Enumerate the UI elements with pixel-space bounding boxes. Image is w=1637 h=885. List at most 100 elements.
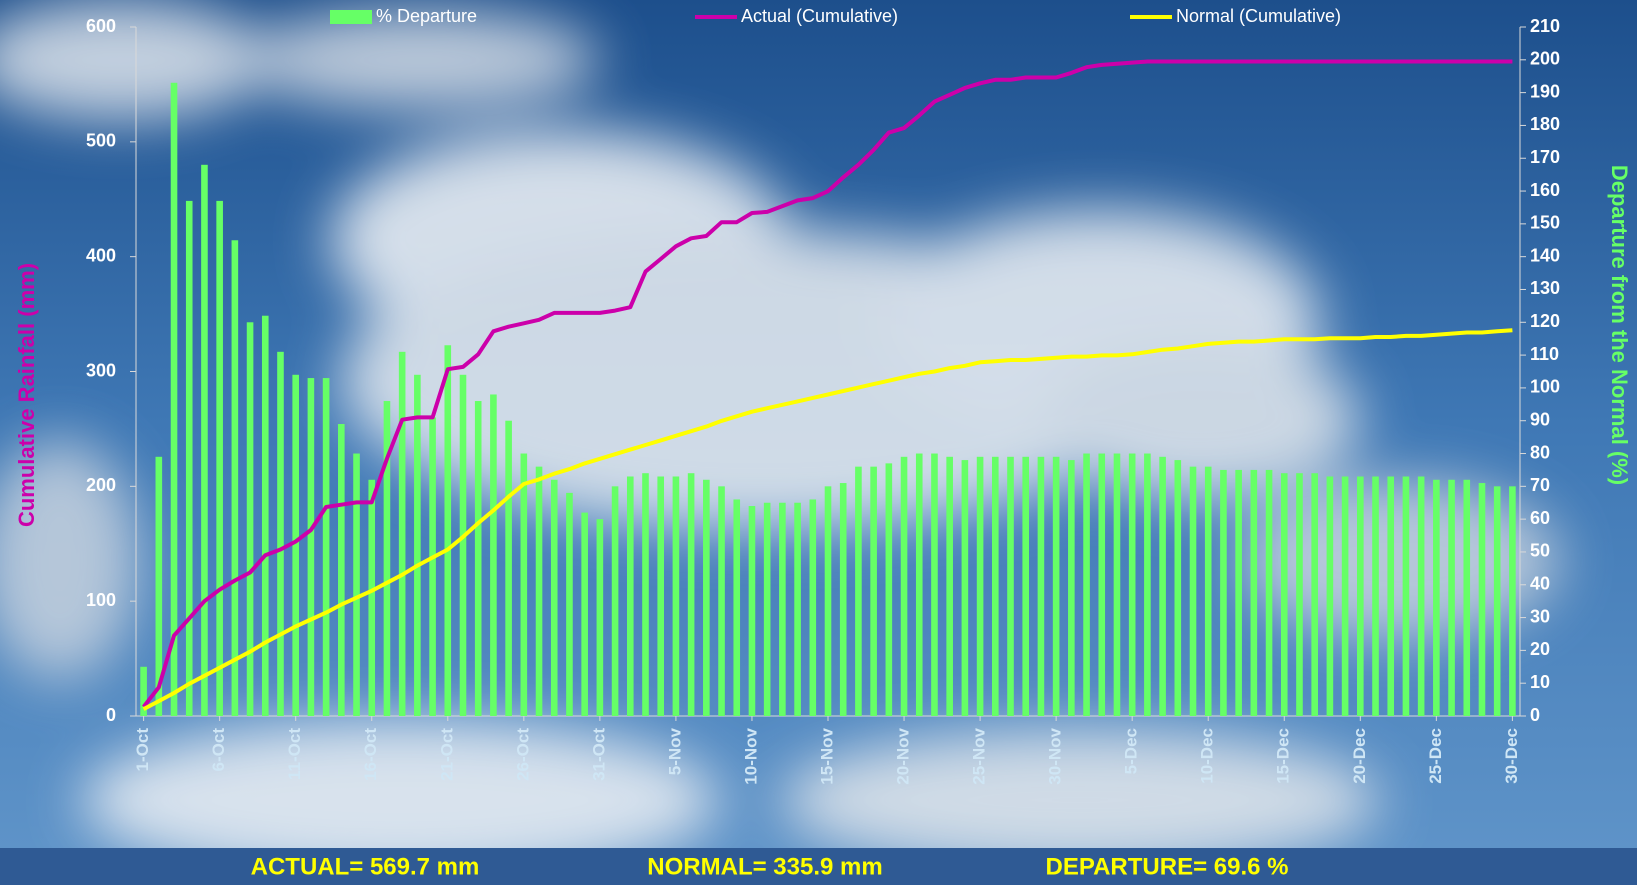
y2-tick-label: 200 xyxy=(1530,49,1560,69)
bar xyxy=(155,456,163,716)
bar xyxy=(307,378,315,716)
bar xyxy=(794,502,801,716)
bar xyxy=(1083,453,1090,716)
x-tick-label: 25-Dec xyxy=(1426,728,1445,784)
bar xyxy=(1037,456,1045,716)
bar xyxy=(1311,473,1318,716)
bar xyxy=(429,417,436,716)
y2-tick-label: 70 xyxy=(1530,475,1550,495)
x-tick-label: 5-Nov xyxy=(665,727,684,775)
bar xyxy=(1326,476,1334,716)
bar xyxy=(763,502,771,716)
bar xyxy=(1144,453,1151,716)
bar xyxy=(703,479,710,716)
bar xyxy=(839,483,847,716)
bar xyxy=(1220,469,1227,716)
bar xyxy=(338,423,345,716)
bar xyxy=(1296,473,1303,716)
bar xyxy=(931,453,938,716)
bar xyxy=(353,453,360,716)
bar xyxy=(870,466,877,716)
bar xyxy=(1357,476,1364,716)
y2-tick-label: 80 xyxy=(1530,442,1550,462)
bar xyxy=(1250,469,1258,716)
x-tick-label: 21-Oct xyxy=(437,728,456,781)
bar xyxy=(550,479,558,716)
footer-departure: DEPARTURE= 69.6 % xyxy=(1046,853,1289,880)
footer-band xyxy=(0,848,1637,885)
bar xyxy=(642,473,649,716)
y2-tick-label: 130 xyxy=(1530,278,1560,298)
bar xyxy=(368,479,376,716)
line xyxy=(142,59,1513,709)
x-tick-label: 20-Dec xyxy=(1350,728,1369,784)
x-tick-label: 31-Oct xyxy=(589,728,608,781)
bar xyxy=(474,401,482,716)
bar xyxy=(1204,466,1212,716)
bar xyxy=(581,512,588,716)
bar xyxy=(292,374,299,716)
x-tick-label: 20-Nov xyxy=(894,727,913,784)
y2-tick-label: 150 xyxy=(1530,213,1560,233)
bar xyxy=(687,473,695,716)
legend-label: Normal (Cumulative) xyxy=(1176,6,1341,26)
x-tick-label: 11-Oct xyxy=(285,728,304,780)
y-tick-label: 100 xyxy=(86,590,116,610)
bar xyxy=(566,492,573,716)
bar xyxy=(383,401,391,716)
bar xyxy=(1478,483,1486,716)
bar xyxy=(611,486,619,716)
x-tick-label: 15-Dec xyxy=(1274,728,1293,784)
bar xyxy=(414,374,421,716)
bar xyxy=(1433,479,1440,716)
bar xyxy=(1509,486,1516,716)
bar xyxy=(1052,456,1060,716)
bar xyxy=(322,378,330,716)
bar xyxy=(672,476,680,716)
bar xyxy=(885,463,893,716)
bar xyxy=(1417,476,1425,716)
bar xyxy=(398,351,406,716)
bar xyxy=(1372,476,1379,716)
y2-tick-label: 0 xyxy=(1530,705,1540,725)
y-tick-label: 0 xyxy=(106,705,116,725)
bar xyxy=(855,466,862,716)
bar xyxy=(170,82,178,717)
line xyxy=(142,328,1513,711)
legend-swatch xyxy=(330,10,372,24)
x-tick-label: 26-Oct xyxy=(513,728,532,781)
bar xyxy=(505,420,512,716)
bar xyxy=(1448,479,1455,716)
bar xyxy=(748,506,756,716)
bar xyxy=(961,460,969,716)
x-tick-label: 30-Dec xyxy=(1502,728,1521,784)
bar xyxy=(1189,466,1197,716)
y2-tick-label: 60 xyxy=(1530,508,1550,528)
bar xyxy=(216,200,223,716)
y2-tick-label: 90 xyxy=(1530,409,1550,429)
bar xyxy=(626,476,634,716)
x-tick-label: 10-Nov xyxy=(741,727,760,784)
x-tick-label: 10-Dec xyxy=(1198,728,1217,784)
bar xyxy=(185,200,193,716)
x-tick-label: 25-Nov xyxy=(970,727,989,784)
bar xyxy=(900,456,908,716)
bar xyxy=(596,519,604,716)
legend-label: % Departure xyxy=(376,6,477,26)
y-tick-label: 600 xyxy=(86,16,116,36)
bar xyxy=(140,666,147,716)
bar xyxy=(261,315,269,716)
y2-tick-label: 170 xyxy=(1530,147,1560,167)
y2-tick-label: 160 xyxy=(1530,180,1560,200)
bar xyxy=(915,453,923,716)
x-tick-label: 6-Oct xyxy=(209,728,228,772)
bar xyxy=(1235,469,1242,716)
bar xyxy=(718,486,725,716)
y2-tick-label: 120 xyxy=(1530,311,1560,331)
y-tick-label: 300 xyxy=(86,360,116,380)
bar xyxy=(444,345,452,716)
y2-tick-label: 180 xyxy=(1530,114,1560,134)
bar xyxy=(657,476,665,716)
bar xyxy=(1174,460,1182,716)
bar xyxy=(246,322,254,716)
